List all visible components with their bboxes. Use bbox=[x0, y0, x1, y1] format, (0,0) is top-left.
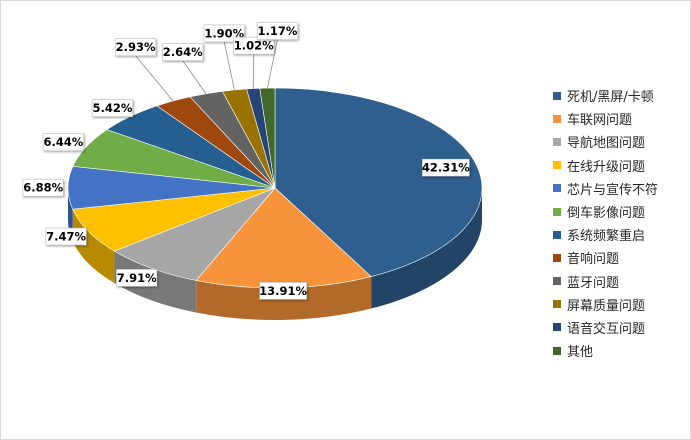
data-label-2: 7.91% bbox=[116, 269, 158, 287]
legend-swatch bbox=[553, 323, 561, 332]
legend-swatch bbox=[553, 161, 561, 170]
data-label-text-3: 7.47% bbox=[46, 230, 86, 244]
data-label-3: 7.47% bbox=[45, 227, 87, 246]
legend-item: 其他 bbox=[553, 339, 685, 362]
legend-swatch bbox=[553, 300, 561, 309]
data-label-6: 5.42% bbox=[91, 99, 133, 117]
data-label-7: 2.93% bbox=[115, 38, 174, 102]
legend-item: 死机/黑屏/卡顿 bbox=[553, 84, 685, 107]
legend-label: 语音交互问题 bbox=[567, 321, 646, 337]
data-label-1: 13.91% bbox=[259, 282, 308, 300]
data-label-text-2: 7.91% bbox=[117, 271, 157, 285]
legend-item: 语音交互问题 bbox=[553, 316, 685, 339]
pie-side-3 bbox=[72, 209, 115, 284]
legend-label: 在线升级问题 bbox=[567, 159, 646, 175]
legend-swatch bbox=[553, 346, 561, 355]
data-label-text-0: 42.31% bbox=[422, 161, 470, 175]
legend-label: 车联网问题 bbox=[567, 113, 633, 129]
legend-item: 音响问题 bbox=[553, 246, 685, 269]
legend-swatch bbox=[553, 230, 561, 239]
legend-item: 芯片与宣传不符 bbox=[553, 177, 685, 200]
legend-item: 在线升级问题 bbox=[553, 154, 685, 177]
data-label-text-8: 2.64% bbox=[163, 45, 203, 59]
data-labels: 42.31% 13.91% 7.91% 7.47% 6.88% 6.44% 5.42% 2.9… bbox=[22, 22, 470, 300]
legend-item: 蓝牙问题 bbox=[553, 270, 685, 293]
data-label-text-6: 5.42% bbox=[92, 101, 132, 115]
legend-label: 蓝牙问题 bbox=[567, 275, 620, 291]
legend-item: 倒车影像问题 bbox=[553, 200, 685, 223]
legend-swatch bbox=[553, 253, 561, 262]
legend-swatch bbox=[553, 137, 561, 146]
legend-label: 导航地图问题 bbox=[567, 136, 646, 152]
legend-swatch bbox=[553, 184, 561, 193]
legend-label: 芯片与宣传不符 bbox=[567, 182, 659, 198]
data-label-text-5: 6.44% bbox=[43, 135, 83, 149]
chart-legend: 死机/黑屏/卡顿 车联网问题导航地图问题 在线升级问题 芯片与宣传不符 倒车影像问题 系统… bbox=[553, 84, 685, 362]
pie-slice-3 bbox=[72, 187, 276, 252]
legend-item: 系统频繁重启 bbox=[553, 223, 685, 246]
legend-label: 系统频繁重启 bbox=[567, 229, 646, 245]
legend-label: 其他 bbox=[567, 345, 594, 361]
legend-swatch bbox=[553, 91, 561, 100]
data-label-9: 1.90% bbox=[203, 24, 245, 91]
data-label-text-4: 6.88% bbox=[23, 181, 63, 195]
pie-side-0 bbox=[371, 188, 482, 309]
data-label-8: 2.64% bbox=[162, 43, 207, 94]
data-label-text-11: 1.17% bbox=[258, 24, 298, 38]
data-label-text-10: 1.02% bbox=[234, 39, 274, 53]
legend-swatch bbox=[553, 114, 561, 123]
pie-slice-11 bbox=[259, 87, 276, 189]
data-label-4: 6.88% bbox=[22, 178, 64, 197]
legend-label: 死机/黑屏/卡顿 bbox=[567, 90, 654, 106]
legend-label: 屏幕质量问题 bbox=[567, 298, 646, 314]
data-label-10: 1.02% bbox=[233, 36, 275, 89]
legend-label: 倒车影像问题 bbox=[567, 206, 646, 222]
legend-swatch bbox=[553, 207, 561, 216]
pie-slice-2 bbox=[113, 187, 276, 281]
data-label-0: 42.31% bbox=[422, 158, 470, 177]
pie-top bbox=[67, 87, 483, 289]
data-label-text-7: 2.93% bbox=[116, 40, 156, 54]
legend-item: 导航地图问题 bbox=[553, 130, 685, 153]
legend-label: 音响问题 bbox=[567, 252, 620, 268]
data-label-5: 6.44% bbox=[42, 133, 84, 152]
legend-item: 屏幕质量问题 bbox=[553, 293, 685, 316]
data-label-11: 1.17% bbox=[256, 22, 299, 89]
pie-slice-0 bbox=[274, 87, 483, 277]
legend-item: 车联网问题 bbox=[553, 107, 685, 130]
data-label-text-1: 13.91% bbox=[259, 284, 307, 298]
legend-swatch bbox=[553, 277, 561, 286]
